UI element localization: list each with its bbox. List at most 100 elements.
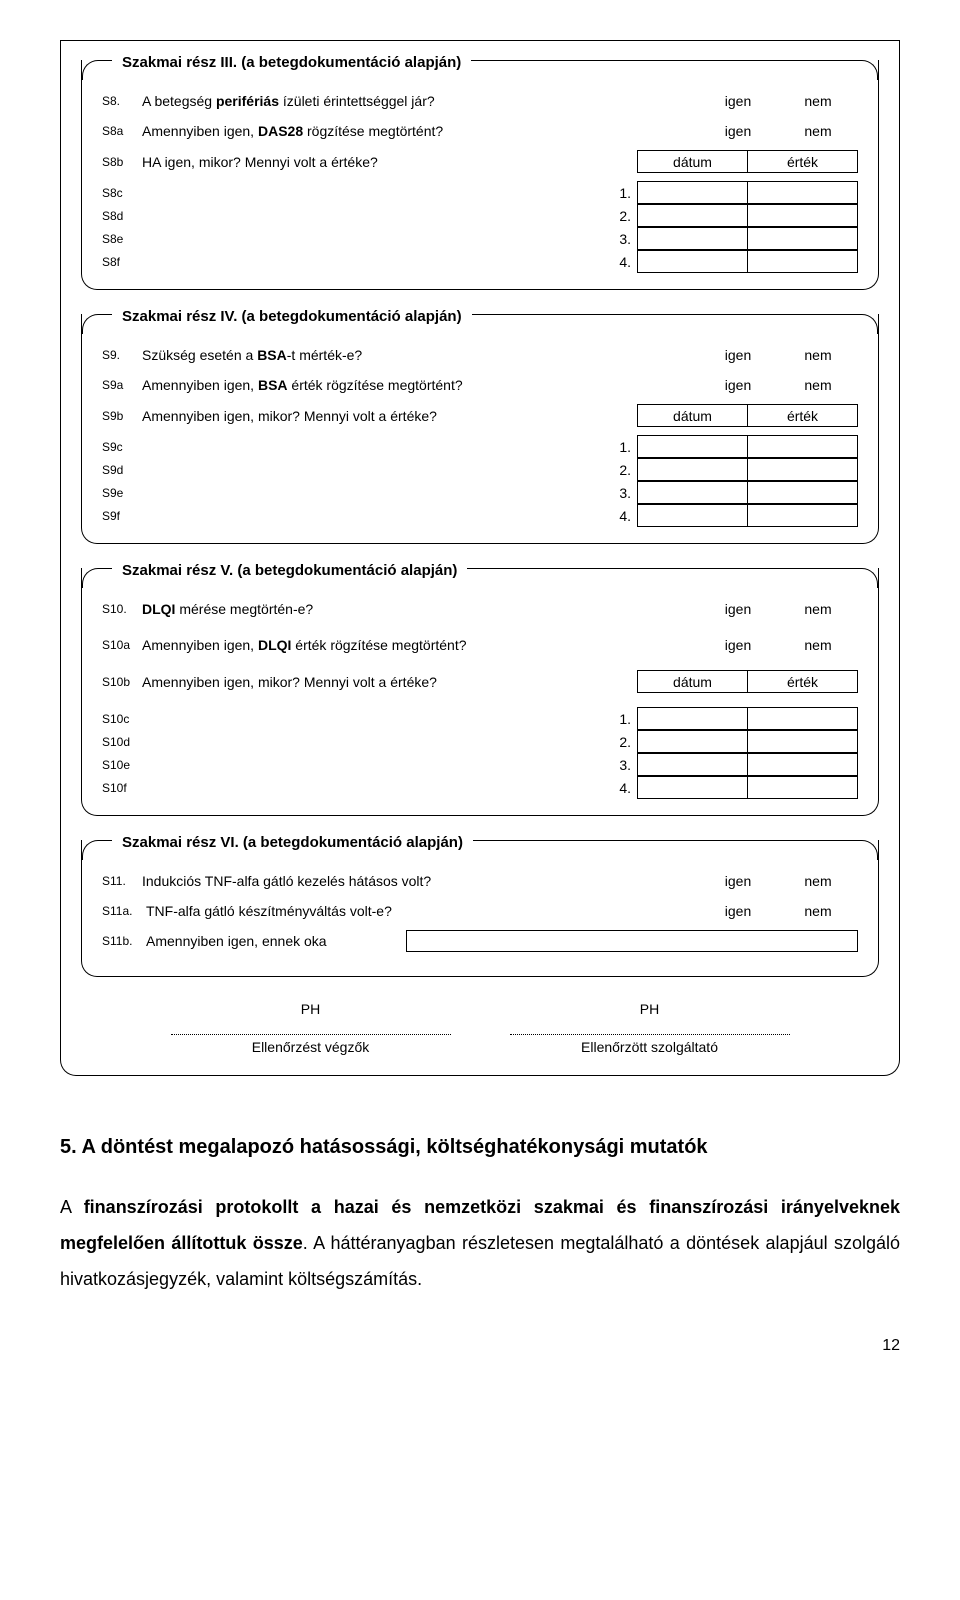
- section-6-title: Szakmai rész VI. (a betegdokumentáció al…: [112, 834, 473, 851]
- option-no[interactable]: nem: [778, 93, 858, 109]
- value-cell[interactable]: [748, 708, 858, 730]
- value-table: [637, 435, 858, 458]
- signature-label: Ellenőrzést végzők: [171, 1039, 451, 1055]
- question-row: S10a Amennyiben igen, DLQI érték rögzíté…: [102, 634, 858, 656]
- option-no[interactable]: nem: [778, 601, 858, 617]
- section-4-title: Szakmai rész IV. (a betegdokumentáció al…: [112, 308, 472, 325]
- section-6-box: Szakmai rész VI. (a betegdokumentáció al…: [81, 840, 879, 977]
- value-cell[interactable]: [748, 182, 858, 204]
- question-text: Amennyiben igen, BSA érték rögzítése meg…: [142, 377, 698, 393]
- question-text: Amennyiben igen, ennek oka: [146, 933, 406, 949]
- row-number: 1.: [613, 185, 637, 201]
- signature-block: PH Ellenőrzést végzők PH Ellenőrzött szo…: [81, 1001, 879, 1055]
- date-cell[interactable]: [638, 708, 748, 730]
- date-cell[interactable]: [638, 459, 748, 481]
- value-table: [637, 204, 858, 227]
- question-text: Amennyiben igen, mikor? Mennyi volt a ér…: [142, 674, 637, 690]
- option-yes[interactable]: igen: [698, 601, 778, 617]
- section-5-box: Szakmai rész V. (a betegdokumentáció ala…: [81, 568, 879, 816]
- th-date: dátum: [638, 671, 748, 693]
- code: S8e: [102, 232, 142, 246]
- section-5-heading: 5. A döntést megalapozó hatásossági, köl…: [60, 1136, 900, 1159]
- section-5-title: Szakmai rész V. (a betegdokumentáció ala…: [112, 562, 467, 579]
- code: S10d: [102, 735, 142, 749]
- value-cell[interactable]: [748, 505, 858, 527]
- date-cell[interactable]: [638, 251, 748, 273]
- table-row: S8f4.: [102, 250, 858, 273]
- option-yes[interactable]: igen: [698, 377, 778, 393]
- code: S11b.: [102, 934, 146, 948]
- value-cell[interactable]: [748, 228, 858, 250]
- value-cell[interactable]: [748, 731, 858, 753]
- option-yes[interactable]: igen: [698, 873, 778, 889]
- reason-input[interactable]: [406, 930, 858, 952]
- value-cell[interactable]: [748, 436, 858, 458]
- date-cell[interactable]: [638, 436, 748, 458]
- value-cell[interactable]: [748, 251, 858, 273]
- date-cell[interactable]: [638, 754, 748, 776]
- option-yes[interactable]: igen: [698, 123, 778, 139]
- page-number: 12: [60, 1337, 900, 1355]
- code: S9.: [102, 348, 142, 362]
- code: S11.: [102, 874, 142, 888]
- row-number: 3.: [613, 231, 637, 247]
- code: S8b: [102, 155, 142, 169]
- row-number: 1.: [613, 711, 637, 727]
- date-cell[interactable]: [638, 182, 748, 204]
- option-yes[interactable]: igen: [698, 93, 778, 109]
- code: S10b: [102, 675, 142, 689]
- table-row: S10c1.: [102, 707, 858, 730]
- value-table: [637, 250, 858, 273]
- question-row: S11. Indukciós TNF-alfa gátló kezelés há…: [102, 870, 858, 892]
- question-text: Amennyiben igen, DAS28 rögzítése megtört…: [142, 123, 698, 139]
- value-table: [637, 707, 858, 730]
- row-number: 4.: [613, 254, 637, 270]
- option-yes[interactable]: igen: [698, 903, 778, 919]
- option-no[interactable]: nem: [778, 903, 858, 919]
- value-cell[interactable]: [748, 777, 858, 799]
- value-cell[interactable]: [748, 754, 858, 776]
- signature-label: Ellenőrzött szolgáltató: [510, 1039, 790, 1055]
- question-text: TNF-alfa gátló készítményváltás volt-e?: [146, 903, 698, 919]
- option-no[interactable]: nem: [778, 377, 858, 393]
- row-number: 3.: [613, 485, 637, 501]
- option-yes[interactable]: igen: [698, 347, 778, 363]
- code: S11a.: [102, 904, 146, 918]
- table-row: S8d2.: [102, 204, 858, 227]
- value-table: [637, 227, 858, 250]
- table-row: S9e3.: [102, 481, 858, 504]
- value-cell[interactable]: [748, 482, 858, 504]
- row-number: 4.: [613, 508, 637, 524]
- date-cell[interactable]: [638, 777, 748, 799]
- option-yes[interactable]: igen: [698, 637, 778, 653]
- option-no[interactable]: nem: [778, 347, 858, 363]
- question-row: S9. Szükség esetén a BSA-t mérték-e? ige…: [102, 344, 858, 366]
- signature-line: [510, 1021, 790, 1035]
- option-no[interactable]: nem: [778, 873, 858, 889]
- question-row: S8. A betegség perifériás ízületi érinte…: [102, 90, 858, 112]
- code: S8d: [102, 209, 142, 223]
- value-table-header: dátum érték: [637, 670, 858, 693]
- date-cell[interactable]: [638, 505, 748, 527]
- option-no[interactable]: nem: [778, 123, 858, 139]
- question-row: S9b Amennyiben igen, mikor? Mennyi volt …: [102, 404, 858, 427]
- value-cell[interactable]: [748, 459, 858, 481]
- option-no[interactable]: nem: [778, 637, 858, 653]
- date-cell[interactable]: [638, 482, 748, 504]
- code: S9a: [102, 378, 142, 392]
- value-table: [637, 730, 858, 753]
- code: S9d: [102, 463, 142, 477]
- question-row: S10b Amennyiben igen, mikor? Mennyi volt…: [102, 670, 858, 693]
- question-row: S10. DLQI mérése megtörtén-e? igen nem: [102, 598, 858, 620]
- date-cell[interactable]: [638, 228, 748, 250]
- code: S9f: [102, 509, 142, 523]
- section-5-body: A finanszírozási protokollt a hazai és n…: [60, 1189, 900, 1297]
- code: S8.: [102, 94, 142, 108]
- date-cell[interactable]: [638, 205, 748, 227]
- value-cell[interactable]: [748, 205, 858, 227]
- code: S9b: [102, 409, 142, 423]
- question-text: Szükség esetén a BSA-t mérték-e?: [142, 347, 698, 363]
- signature-left: PH Ellenőrzést végzők: [171, 1001, 451, 1055]
- section-3-title: Szakmai rész III. (a betegdokumentáció a…: [112, 54, 471, 71]
- date-cell[interactable]: [638, 731, 748, 753]
